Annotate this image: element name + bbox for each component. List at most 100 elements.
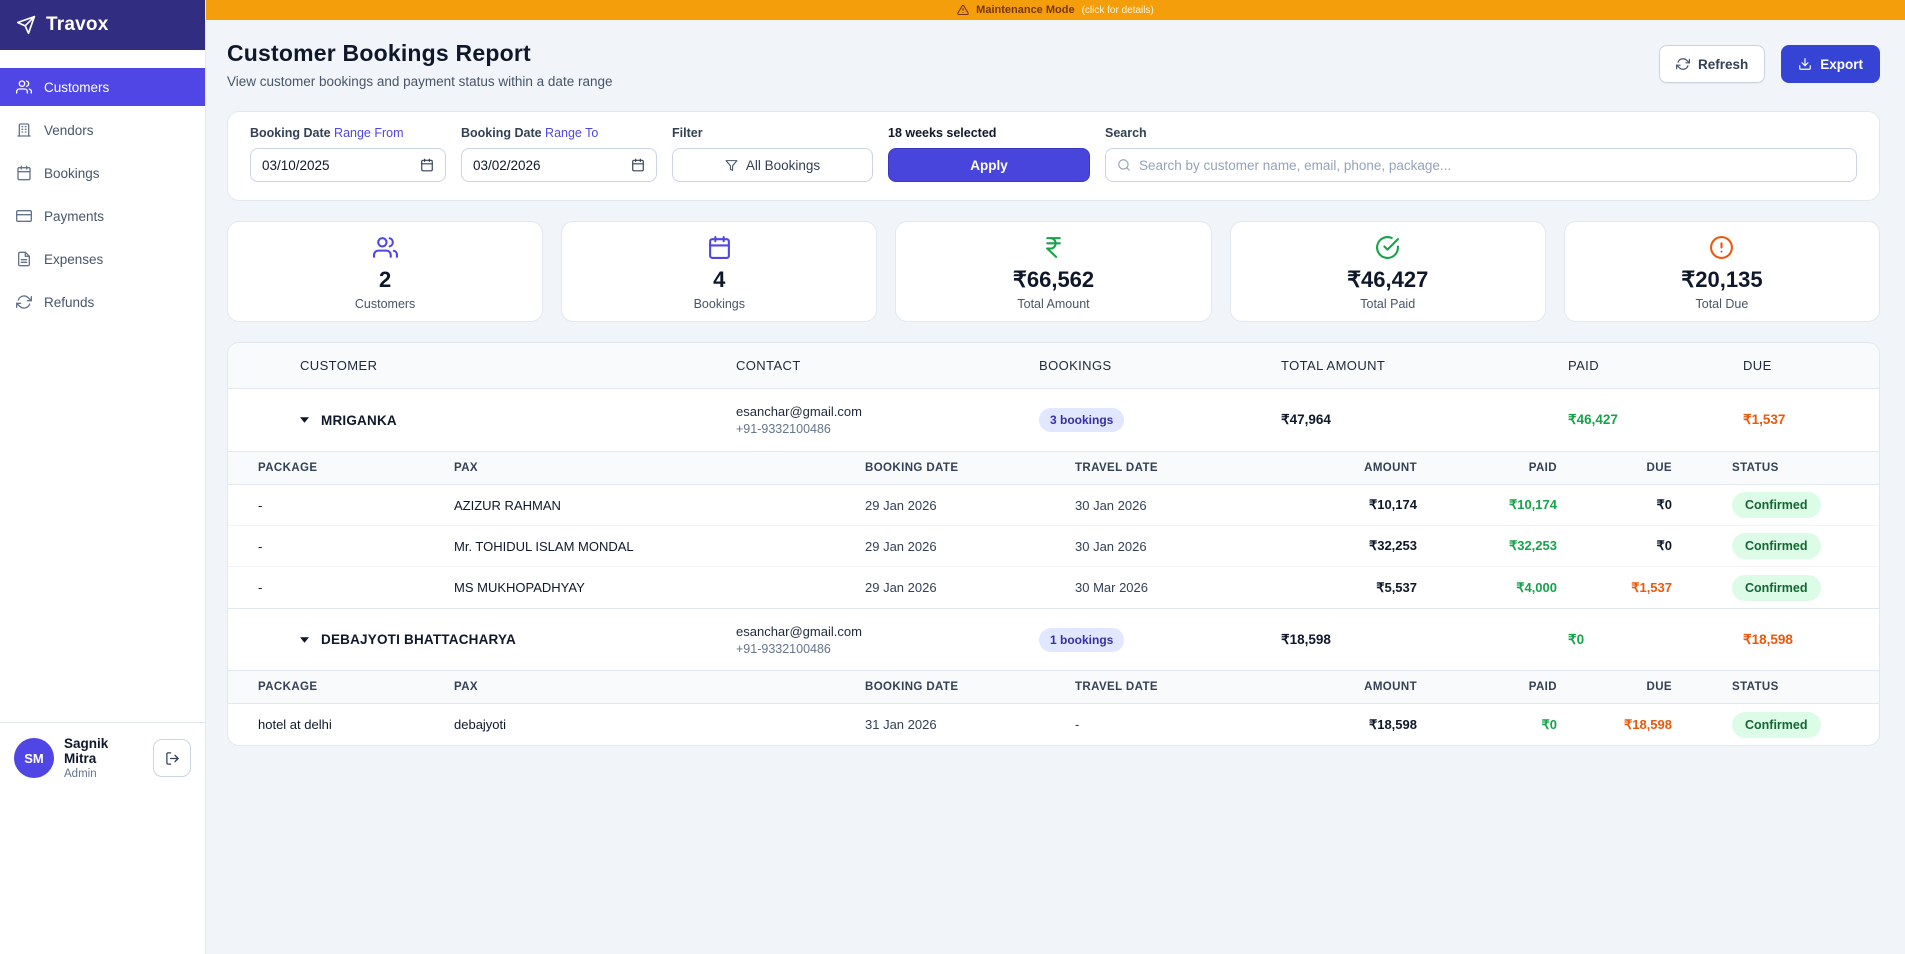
banner-message: Maintenance Mode	[976, 4, 1075, 16]
page-title: Customer Bookings Report	[227, 40, 531, 66]
date-from-label-main: Booking Date	[250, 126, 331, 140]
stats-row: 2 Customers 4 Bookings ₹66,562 Total Amo…	[227, 221, 1881, 322]
booking-due: ₹1,537	[1631, 579, 1672, 595]
credit-card-icon	[16, 210, 32, 222]
date-to-input[interactable]: 03/02/2026	[461, 148, 657, 182]
booking-due: ₹0	[1656, 538, 1672, 553]
booking-travel-date: -	[1075, 717, 1080, 732]
sidebar-item-expenses[interactable]: Expenses	[0, 240, 205, 278]
booking-status-cell: Confirmed	[1672, 574, 1855, 601]
users-icon	[372, 233, 398, 263]
sidebar-item-customers[interactable]: Customers	[0, 68, 205, 106]
booking-package: -	[258, 580, 263, 595]
warning-icon	[957, 4, 969, 16]
filter-group: Filter All Bookings	[672, 126, 873, 182]
subtable-header-cell: AMOUNT	[1364, 681, 1417, 693]
search-input[interactable]	[1139, 157, 1845, 173]
sidebar-item-refunds[interactable]: Refunds	[0, 283, 205, 321]
subtable-header-cell: DUE	[1646, 462, 1672, 474]
user-name: Sagnik Mitra	[64, 736, 109, 766]
sidebar-item-label: Customers	[44, 79, 110, 95]
expand-caret-icon	[300, 417, 309, 423]
subtable-header-row: PACKAGE PAX BOOKING DATE TRAVEL DATE AMOUNT P…	[228, 452, 1879, 485]
check-circle-icon	[1375, 233, 1400, 263]
export-label: Export	[1820, 56, 1863, 72]
stat-card-total-amount: ₹66,562 Total Amount	[895, 221, 1212, 322]
status-badge: Confirmed	[1732, 574, 1821, 601]
sidebar-item-vendors[interactable]: Vendors	[0, 111, 205, 149]
subtable-header-cell: PAX	[454, 681, 478, 693]
status-badge: Confirmed	[1732, 533, 1821, 559]
subtable-header-cell: DUE	[1646, 681, 1672, 693]
subtable-header-cell: PACKAGE	[258, 681, 318, 693]
expand-icon[interactable]	[300, 636, 309, 643]
customer-phone: +91-9332100486	[736, 422, 831, 436]
booking-date: 29 Jan 2026	[865, 497, 937, 513]
booking-row: - MS MUKHOPADHYAY 29 Jan 2026 30 Mar 2026 ₹5…	[228, 567, 1879, 608]
sidebar-item-payments[interactable]: Payments	[0, 197, 205, 235]
bookings-subtable: PACKAGE PAX BOOKING DATE TRAVEL DATE AMOUNT P…	[228, 451, 1879, 608]
booking-date: 29 Jan 2026	[865, 538, 937, 554]
stat-card-total-due: ₹20,135 Total Due	[1563, 221, 1881, 322]
filter-panel: Booking Date Range From 03/10/2025 Booki…	[227, 111, 1880, 201]
customer-contact-cell: esanchar@gmail.com +91-9332100486	[736, 624, 1039, 656]
banner-detail: (click for details)	[1081, 4, 1154, 16]
stat-card-total-paid: ₹46,427 Total Paid	[1229, 221, 1546, 322]
booking-travel-date: 30 Mar 2026	[1075, 580, 1148, 595]
subtable-header-cell: BOOKING DATE	[865, 681, 959, 693]
customer-name: MRIGANKA	[321, 412, 397, 428]
brand: Travox	[0, 0, 205, 50]
refresh-icon	[1675, 58, 1690, 70]
sidebar-item-label: Expenses	[44, 251, 104, 267]
alert-circle-icon	[1709, 233, 1734, 263]
customer-bookings-cell: 3 bookings	[1039, 408, 1281, 432]
receipt-icon	[18, 251, 30, 267]
maintenance-banner[interactable]: Maintenance Mode (click for details)	[206, 0, 1905, 20]
table-header-cell: PAID	[1568, 358, 1599, 373]
stat-label: Total Amount	[1017, 296, 1090, 311]
customer-due: ₹18,598	[1743, 631, 1793, 647]
bookings-filter-dropdown[interactable]: All Bookings	[672, 148, 873, 182]
refresh-button[interactable]: Refresh	[1658, 45, 1766, 83]
booking-paid: ₹32,253	[1508, 538, 1557, 553]
building-icon	[17, 123, 31, 137]
user-role: Admin	[64, 768, 97, 780]
customer-phone: +91-9332100486	[736, 641, 831, 656]
refresh-icon	[16, 295, 32, 309]
customer-paid: ₹46,427	[1568, 412, 1618, 427]
brand-name: Travox	[46, 14, 109, 35]
booking-due: ₹0	[1656, 497, 1672, 512]
customer-paid: ₹0	[1568, 631, 1585, 647]
customer-bookings-cell: 1 bookings	[1039, 627, 1281, 652]
customer-name-cell: DEBAJYOTI BHATTACHARYA	[300, 632, 736, 647]
bookings-count-badge: 3 bookings	[1039, 408, 1125, 432]
booking-package: -	[258, 538, 263, 554]
customer-total-amount: ₹18,598	[1281, 631, 1331, 647]
booking-paid: ₹4,000	[1516, 579, 1557, 595]
date-to-label: Booking Date Range To	[461, 126, 657, 140]
subtable-header-cell: TRAVEL DATE	[1075, 681, 1158, 693]
user-meta: Sagnik Mitra Admin	[64, 736, 143, 780]
apply-button[interactable]: Apply	[888, 148, 1090, 182]
subtable-header-cell: PAID	[1528, 462, 1557, 474]
sidebar-item-bookings[interactable]: Bookings	[0, 154, 205, 192]
booking-status-cell: Confirmed	[1672, 492, 1855, 518]
customer-email: esanchar@gmail.com	[736, 623, 862, 639]
booking-package: hotel at delhi	[258, 717, 332, 732]
booking-pax: Mr. TOHIDUL ISLAM MONDAL	[454, 538, 634, 554]
customer-row[interactable]: DEBAJYOTI BHATTACHARYA esanchar@gmail.com…	[228, 608, 1879, 670]
date-to-label-main: Booking Date	[461, 126, 542, 140]
avatar: SM	[14, 738, 54, 778]
page-subtitle: View customer bookings and payment statu…	[227, 74, 613, 89]
date-from-input[interactable]: 03/10/2025	[250, 148, 446, 182]
customer-row[interactable]: MRIGANKA esanchar@gmail.com +91-9332100486…	[228, 389, 1879, 451]
table-header-cell: BOOKINGS	[1039, 358, 1112, 373]
logout-button[interactable]	[153, 739, 191, 777]
booking-row: - Mr. TOHIDUL ISLAM MONDAL 29 Jan 2026 30 J…	[228, 526, 1879, 567]
booking-amount: ₹18,598	[1368, 716, 1417, 732]
expand-icon[interactable]	[300, 417, 309, 423]
export-button[interactable]: Export	[1781, 45, 1880, 83]
search-label: Search	[1105, 126, 1147, 140]
booking-row: - AZIZUR RAHMAN 29 Jan 2026 30 Jan 2026 ₹10,…	[228, 485, 1879, 526]
booking-amount: ₹32,253	[1368, 538, 1417, 553]
